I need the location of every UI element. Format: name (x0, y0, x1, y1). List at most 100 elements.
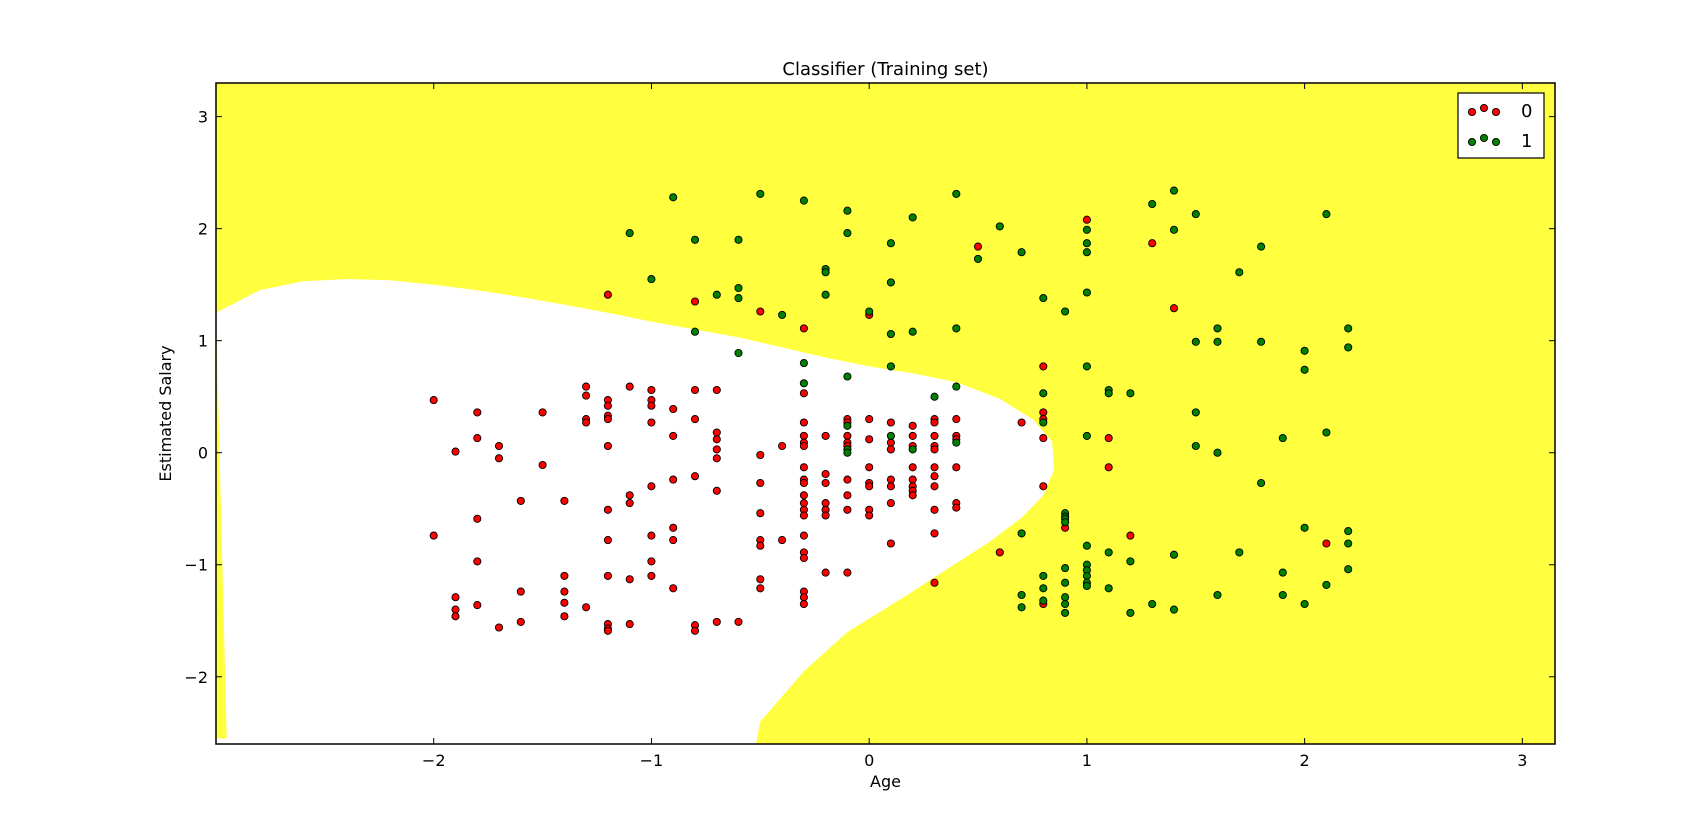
point-class-0 (473, 601, 482, 610)
point-class-0 (843, 505, 852, 514)
decision-region-class-0 (216, 279, 1055, 744)
point-class-0 (799, 531, 808, 540)
point-class-1 (973, 254, 983, 263)
point-class-1 (952, 438, 961, 447)
point-class-1 (1235, 268, 1244, 277)
point-class-0 (886, 499, 895, 508)
point-class-0 (647, 557, 656, 566)
point-class-0 (1039, 362, 1048, 371)
point-class-1 (1300, 346, 1309, 355)
legend-marker (1491, 137, 1501, 147)
point-class-0 (647, 401, 656, 410)
point-class-1 (1213, 337, 1222, 346)
point-class-0 (799, 431, 808, 440)
point-class-1 (1126, 608, 1135, 617)
point-class-1 (1082, 571, 1091, 580)
point-class-0 (625, 620, 634, 629)
point-class-0 (669, 536, 678, 545)
point-class-0 (1104, 434, 1113, 443)
point-class-0 (799, 593, 808, 602)
point-class-0 (865, 463, 874, 472)
point-class-0 (603, 441, 612, 451)
point-class-1 (1191, 210, 1200, 219)
point-class-1 (1017, 248, 1026, 257)
point-class-1 (886, 329, 895, 339)
point-class-1 (734, 348, 743, 358)
point-class-1 (1191, 408, 1200, 417)
point-class-1 (1148, 599, 1157, 609)
point-class-1 (1061, 564, 1070, 573)
point-class-1 (1039, 418, 1048, 427)
point-class-0 (821, 568, 830, 577)
point-class-0 (952, 503, 961, 512)
point-class-0 (908, 491, 917, 500)
point-class-0 (451, 447, 460, 456)
point-class-1 (1082, 225, 1091, 234)
point-class-1 (1322, 428, 1331, 437)
point-class-1 (952, 382, 961, 391)
point-class-0 (603, 536, 612, 545)
point-class-1 (1278, 590, 1287, 600)
point-class-1 (1169, 225, 1179, 234)
point-class-0 (843, 475, 852, 484)
point-class-1 (1061, 307, 1070, 316)
legend-marker (1479, 133, 1489, 143)
y-tick-label: 3 (198, 108, 208, 127)
point-class-1 (712, 290, 721, 299)
point-class-1 (1300, 599, 1309, 609)
point-class-0 (843, 568, 852, 577)
x-tick-label: 0 (864, 751, 874, 770)
legend-marker (1479, 103, 1489, 113)
chart-title: Classifier (Training set) (782, 59, 988, 80)
point-class-1 (669, 193, 678, 202)
x-tick-label: 2 (1300, 751, 1310, 770)
point-class-0 (930, 578, 939, 587)
y-axis-title: Estimated Salary (156, 345, 175, 481)
point-class-1 (1278, 568, 1287, 577)
point-class-0 (843, 491, 852, 500)
point-class-1 (1061, 599, 1070, 609)
point-class-0 (603, 290, 612, 299)
point-class-0 (669, 431, 678, 440)
point-class-1 (1344, 539, 1353, 548)
point-class-1 (1126, 557, 1135, 566)
point-class-0 (669, 584, 678, 593)
point-class-1 (886, 362, 895, 371)
point-class-1 (1039, 389, 1048, 398)
point-class-0 (690, 626, 700, 635)
point-class-1 (1344, 324, 1353, 333)
point-class-1 (647, 275, 656, 284)
point-class-1 (1344, 565, 1353, 574)
point-class-1 (1278, 434, 1287, 443)
point-class-0 (756, 307, 765, 316)
point-class-0 (647, 418, 656, 427)
point-class-0 (625, 499, 634, 508)
point-class-1 (1082, 431, 1091, 440)
point-class-1 (1213, 324, 1222, 333)
point-class-0 (799, 599, 808, 609)
y-axis: −2 −1 0 1 2 3 (184, 108, 1555, 687)
plot-area (215, 82, 1556, 745)
point-class-0 (1104, 463, 1113, 472)
point-class-0 (799, 463, 808, 472)
point-class-0 (712, 486, 721, 495)
point-class-0 (930, 445, 939, 454)
legend-marker (1467, 137, 1477, 147)
point-class-0 (690, 472, 700, 481)
point-class-0 (690, 415, 700, 424)
point-class-1 (1257, 478, 1266, 488)
point-class-1 (865, 307, 874, 316)
point-class-1 (1061, 578, 1070, 587)
point-class-1 (1300, 523, 1309, 532)
point-class-0 (799, 499, 808, 508)
point-class-1 (1082, 581, 1091, 591)
point-class-1 (1039, 596, 1048, 605)
point-class-1 (1300, 365, 1309, 374)
point-class-0 (603, 626, 612, 635)
point-class-0 (778, 536, 787, 545)
point-class-1 (734, 235, 743, 244)
point-class-0 (756, 541, 765, 550)
point-class-0 (712, 445, 721, 454)
point-class-0 (908, 431, 917, 440)
